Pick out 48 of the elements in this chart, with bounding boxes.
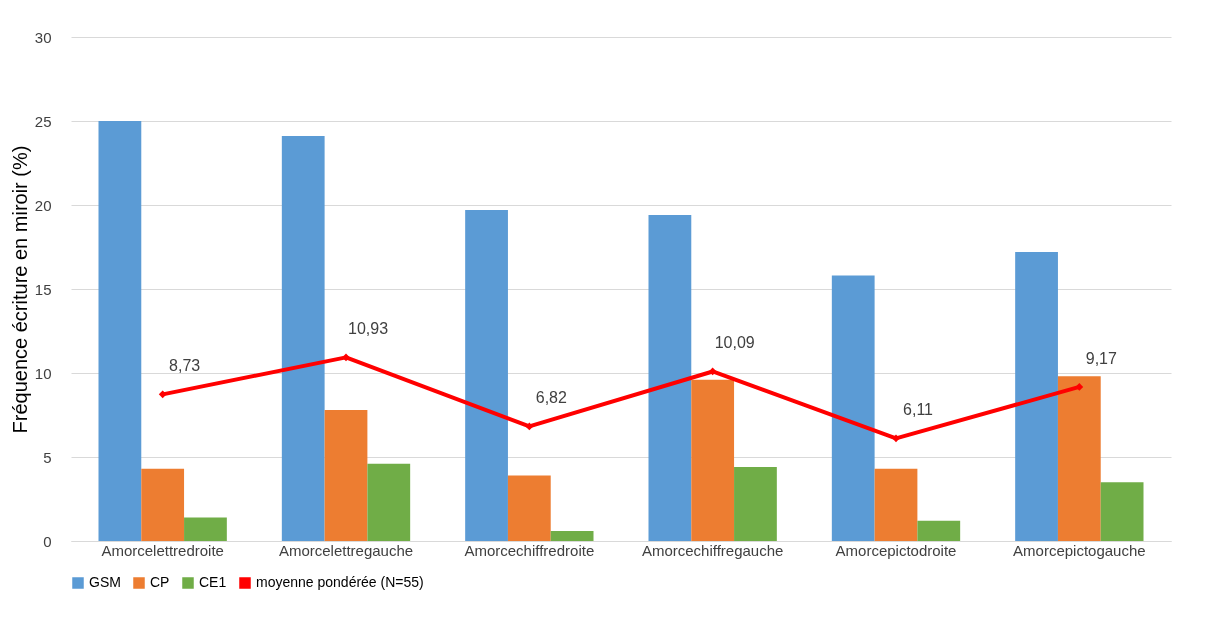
bar [507, 475, 551, 541]
data-label: 10,93 [347, 320, 389, 338]
bar [324, 409, 368, 541]
legend-label: moyenne pondérée (N=55) [256, 574, 424, 590]
bar [184, 517, 227, 541]
y-tick-label: 30 [34, 28, 52, 46]
bar [141, 468, 185, 541]
bar [1057, 376, 1101, 541]
x-tick-label: Amorcelettredroite [101, 541, 224, 559]
y-tick-label: 20 [34, 196, 52, 214]
bar [281, 136, 325, 541]
data-label: 6,82 [535, 389, 568, 407]
bar [648, 215, 692, 541]
legend-label: CP [150, 574, 170, 590]
y-tick-label: 15 [34, 280, 52, 298]
bar [734, 467, 777, 541]
bar [550, 530, 594, 541]
bar [831, 275, 875, 541]
y-axis-title: Fréquence écriture en miroir (%) [8, 145, 31, 434]
point [158, 390, 167, 399]
data-label: 9,17 [1085, 349, 1118, 367]
y-tick-label: 10 [34, 364, 52, 382]
point [892, 434, 900, 443]
x-tick-label: Amorcepictodroite [835, 541, 957, 559]
bar [465, 210, 508, 541]
data-label: 6,11 [903, 401, 934, 419]
data-label: 8,73 [169, 357, 201, 375]
point [342, 353, 350, 362]
point [1075, 383, 1084, 391]
x-tick-label: Amorcechiffregauche [641, 541, 784, 559]
x-tick-label: Amorcelettregauche [278, 541, 414, 559]
x-tick-label: Amorcechiffredroite [464, 541, 595, 559]
legend-label: CE1 [199, 574, 227, 590]
bar [691, 379, 735, 541]
point [525, 422, 534, 431]
x-tick-label: Amorcepictogauche [1013, 541, 1146, 559]
y-tick-label: 25 [34, 112, 52, 130]
data-label: 10,09 [714, 334, 755, 352]
bar [98, 121, 142, 541]
y-tick-label: 0 [43, 532, 52, 550]
y-tick-label: 5 [43, 448, 52, 466]
point [708, 367, 717, 376]
bar [1015, 252, 1058, 541]
bar [1100, 482, 1144, 541]
bar [874, 468, 918, 541]
bar [367, 463, 411, 541]
legend-label: GSM [89, 574, 121, 590]
bar [917, 520, 961, 541]
